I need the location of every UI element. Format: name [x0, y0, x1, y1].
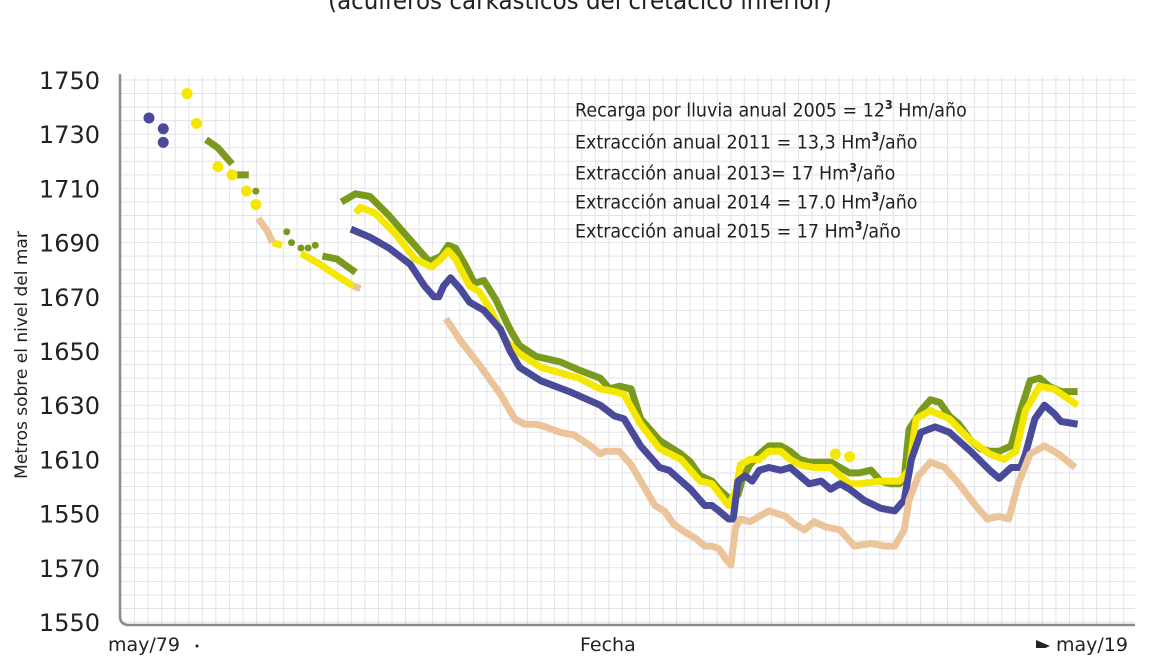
y-tick-label: 1570 — [39, 555, 100, 583]
y-tick-label: 1610 — [39, 446, 100, 474]
y-tick-label: 1670 — [39, 284, 100, 312]
series-line-1 — [352, 203, 1080, 509]
tick-dot — [195, 644, 199, 648]
series-line-0 — [321, 252, 358, 276]
data-point-1 — [212, 161, 224, 173]
y-tick-label: 1690 — [39, 230, 100, 258]
series-line-3 — [351, 282, 362, 292]
series-line-3 — [442, 316, 1078, 569]
series-line-1 — [299, 250, 356, 289]
annotation-1: Recarga por lluvia anual 2005 = 123 Hm/a… — [575, 98, 967, 122]
y-tick-label: 1710 — [39, 175, 100, 203]
y-tick-label: 1550 — [39, 501, 100, 529]
data-point-1 — [181, 88, 193, 100]
data-point-0 — [252, 187, 260, 195]
data-point-1 — [226, 169, 238, 181]
axes — [118, 74, 1135, 627]
series-line-2 — [349, 225, 1079, 523]
data-point-1 — [191, 117, 202, 129]
annotation-3: Extracción anual 2013= 17 Hm3/año — [575, 161, 896, 185]
data-point-0 — [283, 228, 291, 236]
y-tick-label: 1730 — [39, 121, 100, 149]
y-tick-labels: 1750 1730 1710 1690 1670 1650 1630 1610 1550 1570… — [39, 67, 100, 637]
data-point-1 — [829, 448, 841, 460]
y-tick-label: 1550 — [39, 609, 100, 637]
chart-title: (acuíferos cárkasticos del cretácico inf… — [328, 0, 832, 15]
series-lines — [143, 88, 1080, 569]
annotation-4: Extracción anual 2014 = 17.0 Hm3/año — [575, 190, 918, 214]
data-point-2 — [143, 112, 155, 124]
data-point-2 — [157, 123, 169, 135]
x-axis-label: Fecha — [580, 634, 636, 656]
arrow-right-icon — [1036, 640, 1050, 648]
data-point-1 — [250, 199, 262, 211]
data-point-0 — [288, 239, 295, 247]
annotation-5: Extracción anual 2015 = 17 Hm3/año — [575, 219, 901, 243]
x-tick-end: may/19 — [1056, 634, 1128, 656]
y-tick-label: 1650 — [39, 338, 100, 366]
series-line-1 — [271, 239, 283, 249]
data-point-0 — [311, 241, 319, 249]
series-line-0 — [204, 136, 235, 167]
data-point-2 — [157, 136, 169, 148]
grid — [121, 76, 1135, 624]
data-point-1 — [240, 185, 252, 197]
series-line-3 — [255, 216, 276, 245]
x-tick-start: may/79 — [108, 634, 180, 656]
data-point-0 — [297, 244, 305, 252]
y-tick-label: 1750 — [39, 67, 100, 95]
data-point-0 — [304, 244, 312, 252]
data-point-1 — [844, 451, 856, 463]
annotation-2: Extracción anual 2011 = 13,3 Hm3/año — [575, 130, 918, 154]
y-tick-label: 1630 — [39, 392, 100, 420]
